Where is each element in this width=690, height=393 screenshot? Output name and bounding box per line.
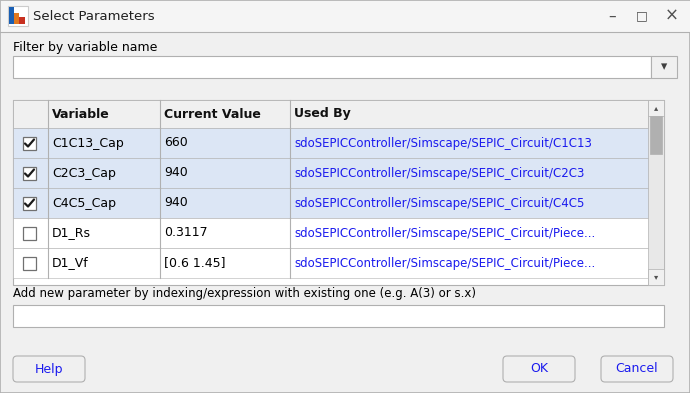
Bar bbox=[13, 188, 648, 218]
Text: Help: Help bbox=[34, 362, 63, 375]
Bar bbox=[0, 0, 690, 32]
Bar bbox=[14, 13, 19, 24]
Bar bbox=[23, 167, 36, 180]
Text: Variable: Variable bbox=[52, 108, 110, 121]
Bar bbox=[648, 100, 664, 116]
Text: Add new parameter by indexing/expression with existing one (e.g. A(3) or s.x): Add new parameter by indexing/expression… bbox=[13, 288, 476, 301]
Bar bbox=[19, 17, 25, 24]
Text: sdoSEPICController/Simscape/SEPIC_Circuit/C1C13: sdoSEPICController/Simscape/SEPIC_Circui… bbox=[294, 136, 592, 149]
Text: C1C13_Cap: C1C13_Cap bbox=[52, 136, 124, 149]
Text: C4C5_Cap: C4C5_Cap bbox=[52, 196, 116, 209]
Bar bbox=[23, 136, 36, 149]
Text: ▾: ▾ bbox=[661, 61, 667, 73]
Text: ▴: ▴ bbox=[654, 103, 658, 112]
Bar bbox=[13, 128, 648, 158]
Bar bbox=[8, 6, 28, 26]
FancyBboxPatch shape bbox=[13, 356, 85, 382]
Text: Filter by variable name: Filter by variable name bbox=[13, 40, 157, 53]
Bar bbox=[13, 158, 648, 188]
FancyBboxPatch shape bbox=[503, 356, 575, 382]
Text: 940: 940 bbox=[164, 196, 188, 209]
Text: ×: × bbox=[665, 7, 679, 25]
Bar bbox=[23, 226, 36, 239]
Text: D1_Rs: D1_Rs bbox=[52, 226, 91, 239]
Bar bbox=[23, 196, 36, 209]
Text: sdoSEPICController/Simscape/SEPIC_Circuit/C4C5: sdoSEPICController/Simscape/SEPIC_Circui… bbox=[294, 196, 584, 209]
Bar bbox=[651, 56, 677, 78]
Bar bbox=[648, 100, 664, 285]
Bar bbox=[650, 116, 662, 154]
Bar bbox=[13, 56, 651, 78]
Bar bbox=[648, 269, 664, 285]
Text: D1_Vf: D1_Vf bbox=[52, 257, 89, 270]
Bar bbox=[9, 7, 14, 24]
Text: 940: 940 bbox=[164, 167, 188, 180]
Bar bbox=[23, 257, 36, 270]
Text: Used By: Used By bbox=[294, 108, 351, 121]
Bar bbox=[13, 248, 648, 278]
Text: ▾: ▾ bbox=[654, 272, 658, 281]
Text: [0.6 1.45]: [0.6 1.45] bbox=[164, 257, 226, 270]
FancyBboxPatch shape bbox=[601, 356, 673, 382]
Bar bbox=[13, 305, 664, 327]
Text: OK: OK bbox=[530, 362, 548, 375]
Text: sdoSEPICController/Simscape/SEPIC_Circuit/Piece...: sdoSEPICController/Simscape/SEPIC_Circui… bbox=[294, 257, 595, 270]
Text: Select Parameters: Select Parameters bbox=[33, 9, 155, 22]
Text: Current Value: Current Value bbox=[164, 108, 261, 121]
Text: sdoSEPICController/Simscape/SEPIC_Circuit/Piece...: sdoSEPICController/Simscape/SEPIC_Circui… bbox=[294, 226, 595, 239]
Bar bbox=[13, 100, 664, 285]
Text: □: □ bbox=[636, 9, 648, 22]
Text: Cancel: Cancel bbox=[615, 362, 658, 375]
Text: 0.3117: 0.3117 bbox=[164, 226, 208, 239]
Text: –: – bbox=[608, 9, 615, 24]
Text: 660: 660 bbox=[164, 136, 188, 149]
Bar bbox=[13, 218, 648, 248]
Text: sdoSEPICController/Simscape/SEPIC_Circuit/C2C3: sdoSEPICController/Simscape/SEPIC_Circui… bbox=[294, 167, 584, 180]
Text: C2C3_Cap: C2C3_Cap bbox=[52, 167, 116, 180]
Bar bbox=[13, 100, 648, 128]
